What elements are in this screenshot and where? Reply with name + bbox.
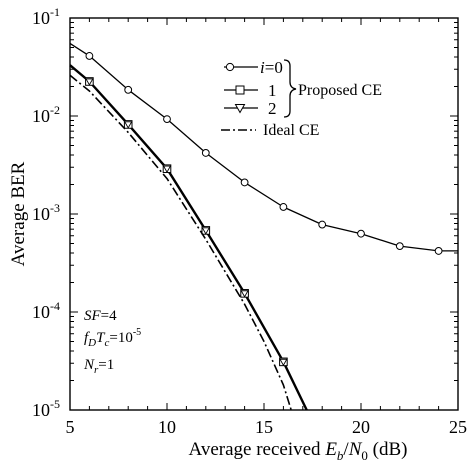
x-tick-label: 10	[158, 417, 176, 437]
legend-entry-1: 1	[224, 81, 277, 100]
series-line	[69, 42, 458, 252]
data-point-circle	[163, 115, 171, 123]
legend-label-2: 2	[268, 99, 277, 118]
data-point-circle	[279, 203, 288, 211]
data-point-triangle	[201, 227, 210, 235]
legend-marker-square	[235, 85, 245, 95]
series-1	[69, 42, 458, 255]
data-point-triangle	[162, 165, 172, 173]
series-3	[85, 78, 288, 367]
series-4	[69, 74, 292, 411]
data-point-circle	[318, 220, 327, 229]
data-point-triangle	[279, 358, 288, 367]
series-layer	[69, 42, 458, 411]
legend-label-1: 1	[268, 81, 277, 100]
legend-group-label: Proposed CE	[298, 82, 382, 99]
data-point-triangle	[240, 290, 249, 298]
data-point-circle	[434, 247, 443, 255]
y-tick-label: 10-5	[32, 397, 60, 420]
legend-entry-i0: i=0	[224, 58, 283, 77]
y-tick-label: 10-2	[32, 103, 60, 126]
annotation-sf: SF=4	[84, 308, 117, 324]
y-tick-label: 10-3	[32, 201, 60, 224]
x-axis-label: Average received Eb/N0 (dB)	[189, 439, 408, 463]
x-tick-label: 5	[66, 417, 75, 437]
y-tick-labels: 10-1 10-2 10-3 10-4 10-5	[32, 5, 60, 420]
y-axis-label: Average BER	[8, 161, 29, 266]
annotation-fdtc: fDTc=10-5	[84, 327, 141, 349]
legend: i=0 1 2 Proposed CE Ideal CE	[221, 58, 382, 139]
legend-label-ideal: Ideal CE	[263, 122, 319, 139]
legend-entry-ideal: Ideal CE	[221, 122, 319, 139]
x-tick-label: 25	[449, 417, 467, 437]
legend-group-brace	[283, 59, 297, 118]
data-point-triangle	[85, 78, 94, 86]
y-tick-label: 10-1	[32, 5, 60, 28]
legend-entry-2: 2	[224, 99, 277, 118]
legend-marker-triangle	[234, 104, 246, 114]
parameter-annotations: SF=4 fDTc=10-5 Nr=1	[83, 308, 141, 376]
legend-marker-circle	[225, 62, 235, 72]
series-2	[69, 64, 308, 411]
annotation-nr: Nr=1	[83, 357, 114, 376]
data-point-circle	[85, 52, 94, 60]
data-point-triangle	[124, 121, 133, 129]
axis-ticks	[69, 18, 459, 411]
data-point-circle	[240, 178, 249, 187]
x-tick-label: 20	[352, 417, 370, 437]
y-tick-label: 10-4	[32, 299, 60, 322]
x-tick-labels: 5 10 15 20 25	[66, 417, 468, 437]
series-line	[69, 64, 308, 411]
x-tick-label: 15	[255, 417, 273, 437]
data-point-circle	[201, 149, 210, 157]
series-line	[69, 74, 292, 411]
legend-label-i0: i=0	[260, 58, 283, 77]
data-point-circle	[357, 229, 365, 238]
data-point-circle	[395, 242, 404, 251]
data-point-circle	[124, 85, 133, 94]
